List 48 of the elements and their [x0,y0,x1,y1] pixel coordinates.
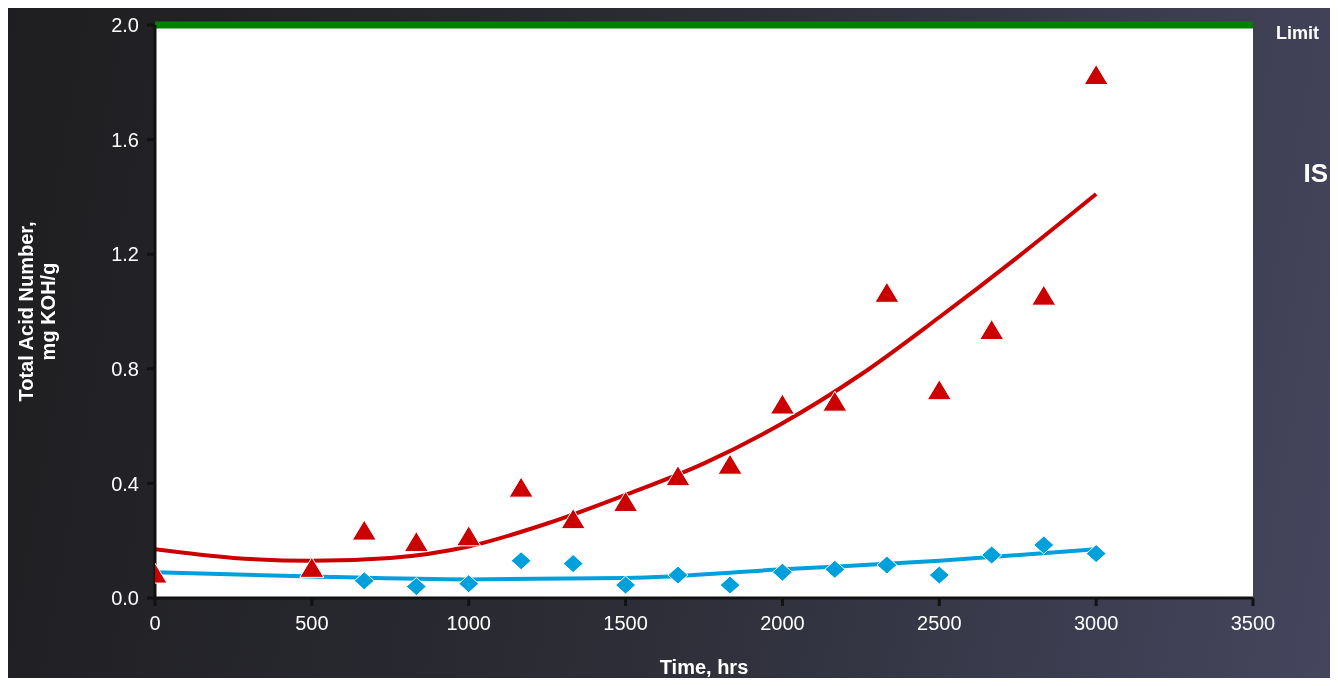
point [824,559,846,579]
x-tick-label: 1500 [603,612,648,635]
point [981,545,1003,565]
point [458,574,480,594]
point [353,571,375,591]
x-axis-title: Time, hrs [659,656,749,678]
y-tick-label: 1.6 [111,128,139,151]
point [822,390,848,412]
x-tick-label: 0 [149,612,161,635]
x-tick-label: 1000 [446,612,491,635]
point [667,565,689,585]
point [613,490,639,512]
point [456,525,482,547]
point [876,555,898,575]
point [405,577,427,597]
point [1085,544,1107,564]
y-axis-title: Total Acid Number, mg KOH/g [15,221,59,402]
y-tick-label: 0.4 [111,472,139,495]
point [403,531,429,553]
point [299,556,325,578]
point [508,476,534,498]
y-tick-label: 1.2 [111,243,139,266]
x-tick-label: 2500 [917,612,962,635]
point [719,575,741,595]
point [717,453,743,475]
point [926,379,952,401]
y-tick-label: 2.0 [111,14,139,37]
y-tick-label: 0.8 [111,357,139,380]
x-tick-label: 3000 [1073,612,1119,635]
point [979,319,1005,341]
point [769,393,795,415]
x-tick-label: 3500 [1230,612,1276,635]
point [928,565,950,585]
point [874,281,900,303]
point [771,562,793,582]
point [665,465,691,487]
point [510,551,532,571]
y-tick-label: 0.0 [111,587,139,610]
ref-line-label: Limit [1276,23,1319,44]
x-tick-label: 500 [295,612,329,635]
point [351,519,377,541]
x-tick-label: 2000 [760,612,805,635]
point [1031,284,1057,306]
text: IS [1303,158,1328,189]
point [1033,535,1055,555]
point [560,508,586,530]
point [562,554,584,574]
point [615,575,637,595]
